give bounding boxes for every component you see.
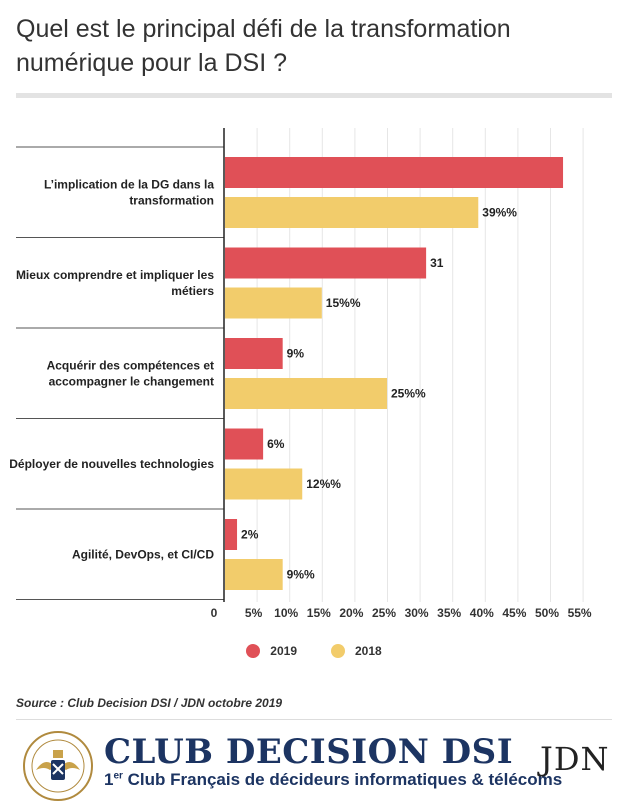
x-tick-label: 10%: [274, 606, 298, 620]
data-label-2019: 31: [430, 256, 444, 270]
x-tick-label: 25%: [372, 606, 396, 620]
x-tick-label: 5%: [245, 606, 263, 620]
club-tagline: 1er Club Français de décideurs informati…: [104, 770, 562, 790]
category-label: Déployer de nouvelles technologies: [9, 457, 214, 471]
club-name: CLUB DECISION DSI: [104, 732, 514, 772]
data-label-2018: 12%%: [306, 477, 341, 491]
legend-item-2019: 2019: [246, 644, 297, 658]
x-tick-label: 15%: [307, 606, 331, 620]
category-label: L’implication de la DG dans la transforma…: [44, 177, 214, 207]
x-tick-label: 20%: [339, 606, 363, 620]
bar-chart: L’implication de la DG dans la transforma…: [9, 128, 592, 620]
tagline-prefix: 1: [104, 770, 114, 789]
x-tick-label: 40%: [470, 606, 494, 620]
bar-2018: [225, 197, 479, 228]
category-label: Acquérir des compétences et accompagner l…: [47, 358, 214, 388]
title-divider: [16, 93, 612, 98]
bar-2019: [225, 519, 238, 550]
bar-2018: [225, 287, 322, 319]
jdn-logo: JDN: [540, 740, 610, 778]
legend-label-2018: 2018: [355, 644, 382, 658]
bar-2018: [225, 559, 283, 590]
bar-2019: [225, 247, 427, 279]
category-label: Agilité, DevOps, et CI/CD: [72, 547, 214, 561]
data-label-2018: 9%%: [287, 568, 315, 582]
club-decision-dsi-seal-logo: [23, 731, 93, 801]
data-label-2018: 25%%: [391, 387, 426, 401]
x-tick-label: 50%: [535, 606, 559, 620]
legend: 2019 2018: [0, 644, 628, 658]
legend-item-2018: 2018: [331, 644, 382, 658]
bar-2018: [225, 468, 303, 500]
x-tick-label: 45%: [502, 606, 526, 620]
x-tick-label: 0: [211, 606, 218, 620]
legend-swatch-2019: [246, 644, 261, 658]
data-label-2018: 15%%: [326, 296, 361, 310]
footer-divider: [16, 719, 612, 720]
chart-title: Quel est le principal défi de la transfo…: [16, 15, 511, 77]
legend-swatch-2018: [331, 644, 345, 658]
data-label-2019: 6%: [267, 437, 285, 451]
tagline-rest: Club Français de décideurs informatiques…: [122, 770, 563, 789]
category-label: Mieux comprendre et impliquer les métiers: [16, 268, 214, 298]
bar-2019: [225, 157, 564, 188]
bar-2018: [225, 378, 387, 409]
data-label-2018: 39%%: [482, 206, 517, 220]
x-tick-label: 35%: [437, 606, 461, 620]
tagline-sup: er: [113, 770, 123, 782]
source-note: Source : Club Decision DSI / JDN octobre…: [16, 696, 283, 710]
bar-2019: [225, 338, 283, 369]
data-label-2019: 2%: [241, 528, 259, 542]
bar-2019: [225, 428, 264, 460]
legend-label-2019: 2019: [270, 644, 297, 658]
x-tick-label: 55%: [568, 606, 592, 620]
data-label-2019: 9%: [287, 347, 305, 361]
x-tick-label: 30%: [405, 606, 429, 620]
